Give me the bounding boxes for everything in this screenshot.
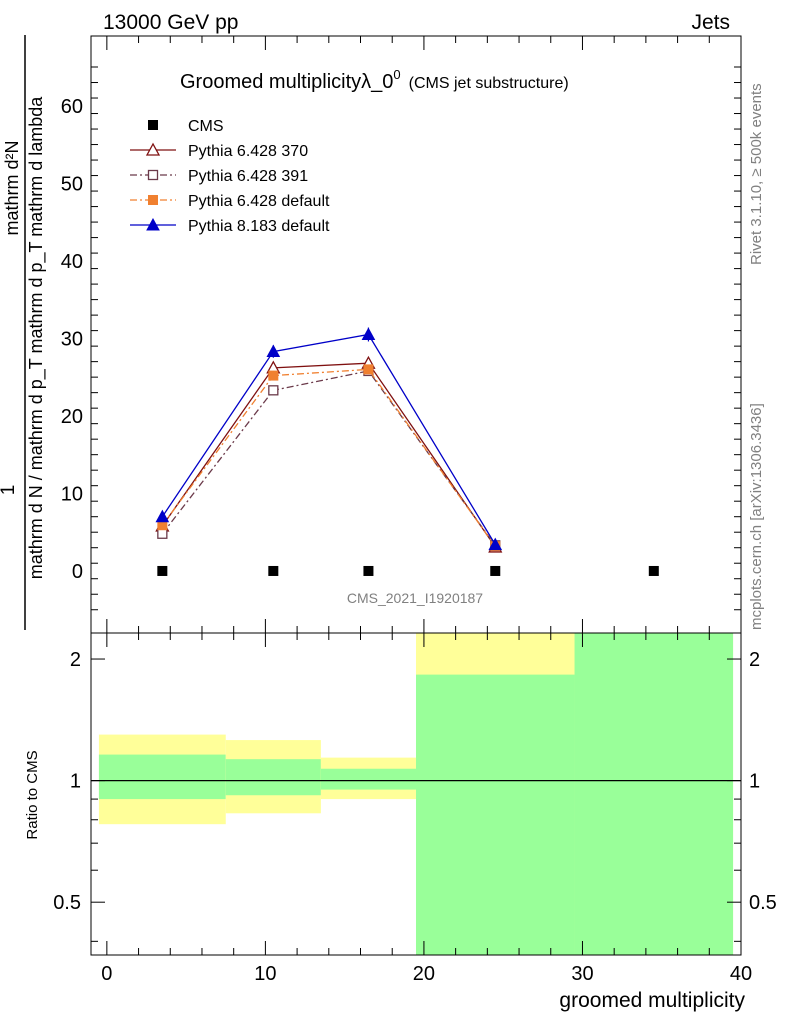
chart-title-superscript: 0 — [393, 67, 400, 82]
legend-item: Pythia 6.428 default — [130, 193, 330, 210]
ratio-band-green — [320, 768, 416, 790]
main-series — [155, 327, 659, 576]
series-pythia-6-428-391 — [157, 365, 501, 551]
y-tick-label: 30 — [61, 328, 83, 350]
energy-label: 13000 GeV pp — [103, 11, 238, 34]
data-point — [268, 565, 279, 576]
x-tick-label: 20 — [413, 963, 435, 985]
data-point — [266, 344, 281, 358]
ratio-frame — [90, 632, 742, 956]
legend-marker — [146, 217, 160, 231]
ratio-panel: 0.5 0.51 12 20 10 20 30 40 Ratio to CMS groomed… — [24, 632, 777, 1012]
legend-label: Pythia 6.428 391 — [188, 168, 308, 185]
legend-item: Pythia 6.428 370 — [130, 142, 308, 160]
series-line — [161, 362, 496, 548]
x-tick-label: 30 — [571, 963, 593, 985]
ratio-band-green — [225, 759, 321, 796]
data-point — [155, 509, 170, 523]
legend-item: Pythia 8.183 default — [130, 217, 330, 235]
chart-title-main: Groomed multiplicityλ_0 — [180, 71, 393, 93]
legend-label: CMS — [188, 118, 224, 135]
y-title-denominator: mathrm d N / mathrm d p_T mathrm d p_T m… — [26, 96, 47, 579]
y-tick-label: 20 — [61, 406, 83, 428]
ratio-ticks: 0.5 0.51 12 20 10 20 30 40 — [53, 633, 777, 985]
x-tick-label: 10 — [254, 963, 276, 985]
y-title-prefix: 1 — [0, 485, 19, 496]
legend-marker — [148, 195, 158, 205]
legend-label: Pythia 6.428 370 — [188, 143, 308, 160]
ratio-y-tick-label-left: 1 — [70, 771, 81, 793]
mcplots-reference-label: mcplots.cern.ch [arXiv:1306.3436] — [748, 403, 765, 630]
ratio-band-green — [98, 754, 226, 800]
ratio-band-green — [574, 633, 734, 955]
legend: CMS Pythia 6.428 370 Pythia 6.428 391 Pythi… — [130, 118, 330, 235]
legend-label: Pythia 6.428 default — [188, 193, 330, 210]
ratio-y-tick-label-left: 0.5 — [53, 892, 81, 914]
ratio-y-title: Ratio to CMS — [24, 750, 41, 839]
data-point — [157, 528, 168, 539]
series-cms — [157, 565, 659, 576]
legend-label: Pythia 8.183 default — [188, 218, 330, 235]
data-point — [363, 364, 374, 375]
data-point — [268, 370, 279, 381]
analysis-watermark: CMS_2021_I1920187 — [347, 590, 483, 606]
data-point — [648, 565, 659, 576]
rivet-version-label: Rivet 3.1.10, ≥ 500k events — [748, 83, 765, 265]
legend-marker — [145, 142, 161, 156]
y-tick-label: 60 — [61, 96, 83, 118]
legend-item: Pythia 6.428 391 — [130, 168, 308, 185]
series-line — [161, 368, 496, 547]
category-label: Jets — [691, 11, 730, 34]
legend-marker — [148, 120, 158, 130]
y-title-numerator: mathrm d²N — [2, 140, 22, 235]
ratio-y-tick-label-right: 2 — [749, 649, 760, 671]
data-point — [157, 565, 168, 576]
ratio-y-tick-label-left: 2 — [70, 649, 81, 671]
y-tick-label: 50 — [61, 173, 83, 195]
legend-marker — [147, 169, 159, 181]
series-line — [161, 333, 496, 545]
ratio-y-tick-label-right: 1 — [749, 771, 760, 793]
data-point — [488, 537, 503, 551]
chart-title: Groomed multiplicityλ_00 (CMS jet substru… — [180, 67, 569, 93]
series-line — [161, 370, 496, 546]
x-tick-label: 40 — [730, 963, 752, 985]
y-tick-label: 0 — [72, 561, 83, 583]
data-point — [361, 327, 376, 340]
ratio-band-green — [416, 674, 575, 955]
main-y-ticks: 0 10 20 30 40 50 60 — [61, 36, 742, 633]
chart-subtitle: (CMS jet substructure) — [409, 75, 569, 92]
ratio-bands — [91, 633, 741, 955]
y-tick-label: 10 — [61, 483, 83, 505]
x-axis-title: groomed multiplicity — [559, 989, 745, 1012]
legend-item: CMS — [148, 118, 224, 135]
y-tick-label: 40 — [61, 251, 83, 273]
data-point — [363, 565, 374, 576]
series-pythia-6-428-default — [157, 364, 501, 552]
data-point — [490, 565, 501, 576]
ratio-y-tick-label-right: 0.5 — [749, 892, 777, 914]
x-tick-label: 0 — [101, 963, 112, 985]
series-pythia-8-183-default — [155, 327, 503, 551]
series-pythia-6-428-370 — [155, 355, 503, 553]
data-point — [268, 385, 279, 396]
main-y-axis-title: 1 mathrm d N / mathrm d p_T mathrm d p_T… — [0, 35, 47, 630]
